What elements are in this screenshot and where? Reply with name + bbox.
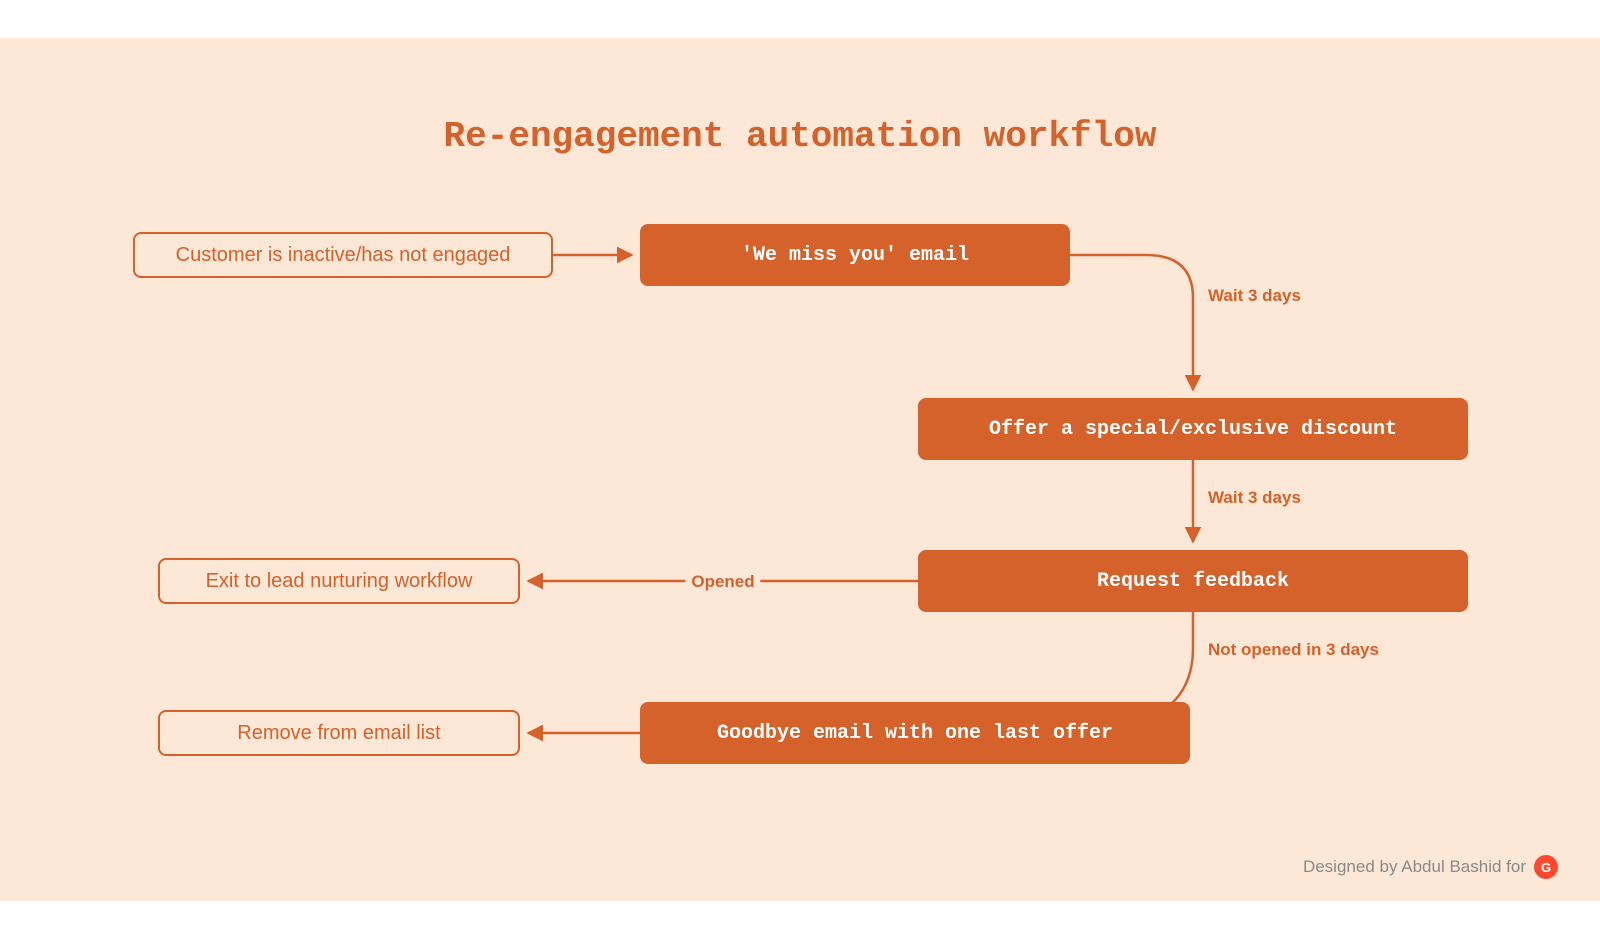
- node-n_goodbye: Goodbye email with one last offer: [640, 702, 1190, 764]
- node-n_wemiss: 'We miss you' email: [640, 224, 1070, 286]
- node-n_feedback: Request feedback: [918, 550, 1468, 612]
- edge-e2: [1070, 255, 1193, 390]
- node-n_exit: Exit to lead nurturing workflow: [158, 558, 520, 604]
- node-n_inactive: Customer is inactive/has not engaged: [133, 232, 553, 278]
- diagram-canvas: Re-engagement automation workflow Design…: [0, 38, 1600, 901]
- diagram-title: Re-engagement automation workflow: [0, 116, 1600, 157]
- edge-label-e3: Wait 3 days: [1208, 488, 1301, 508]
- edge-label-e2: Wait 3 days: [1208, 286, 1301, 306]
- g2-logo-icon: G: [1534, 855, 1558, 879]
- credit-line: Designed by Abdul Bashid for G: [1303, 855, 1558, 879]
- edge-label-e5: Not opened in 3 days: [1208, 640, 1379, 660]
- edges-layer: [0, 38, 1600, 901]
- node-n_offer: Offer a special/exclusive discount: [918, 398, 1468, 460]
- page: Re-engagement automation workflow Design…: [0, 0, 1600, 934]
- credit-text: Designed by Abdul Bashid for: [1303, 857, 1526, 877]
- edge-label-e4: Opened: [685, 572, 760, 592]
- node-n_remove: Remove from email list: [158, 710, 520, 756]
